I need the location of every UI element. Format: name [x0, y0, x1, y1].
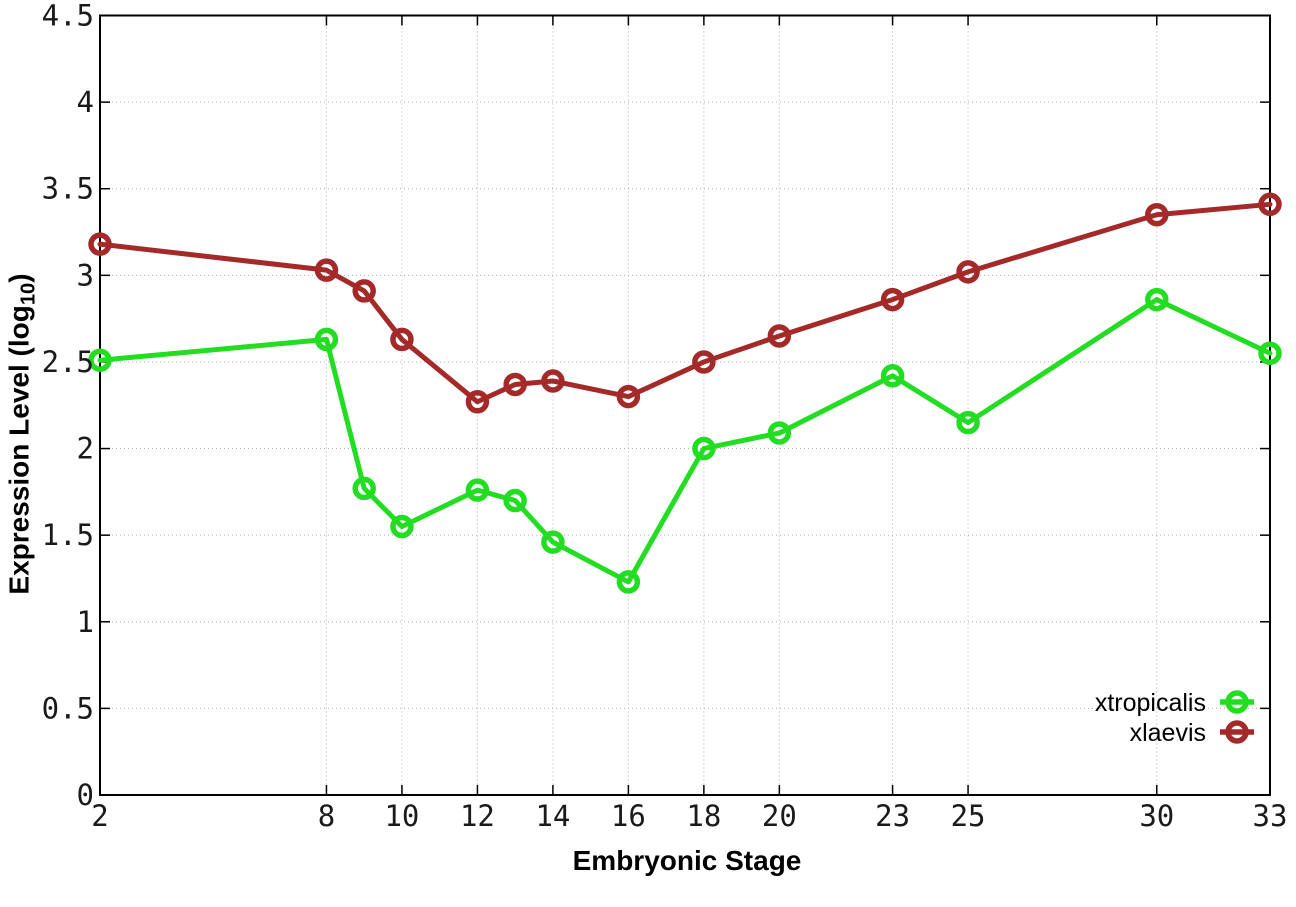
data-point-xtropicalis [314, 327, 339, 352]
data-point-xlaevis [767, 324, 792, 348]
x-tick-label: 12 [460, 799, 495, 833]
x-tick-label: 14 [535, 799, 570, 833]
data-point-xlaevis [692, 350, 716, 374]
data-point-xtropicalis [767, 421, 792, 445]
data-point-xtropicalis [692, 436, 716, 461]
data-point-xtropicalis [1145, 287, 1169, 312]
data-point-xlaevis [1145, 202, 1169, 227]
series-line-xtropicalis [97, 297, 1273, 585]
data-point-xtropicalis [503, 488, 527, 513]
legend-marker-circle-xlaevis [1225, 720, 1249, 744]
y-tick-label: 2 [77, 432, 94, 466]
y-axis-title: Expression Level (log10) [4, 273, 41, 594]
data-point-xtropicalis [352, 476, 376, 501]
y-tick-label: 1.5 [42, 518, 94, 552]
data-point-xlaevis [352, 279, 376, 303]
data-point-xlaevis [1258, 192, 1282, 217]
legend-label-xtropicalis: xtropicalis [1095, 689, 1206, 717]
data-point-xtropicalis [541, 530, 565, 554]
x-tick-label: 16 [611, 799, 646, 833]
x-tick-label: 30 [1139, 799, 1174, 833]
y-tick-label: 3 [77, 258, 94, 292]
y-axis-title-text: Expression Level (log [3, 305, 35, 595]
data-point-xtropicalis [1258, 341, 1282, 366]
x-axis-title: Embryonic Stage [572, 845, 802, 876]
data-point-xlaevis [541, 369, 565, 393]
data-point-xlaevis [88, 232, 112, 256]
y-tick-label: 4.5 [42, 0, 94, 33]
x-tick-label: 2 [91, 799, 108, 833]
data-point-xlaevis [465, 390, 490, 414]
data-point-xtropicalis [880, 364, 905, 388]
x-tick-label: 8 [318, 799, 335, 833]
y-tick-label: 1 [77, 605, 94, 639]
legend-label-xlaevis: xlaevis [1130, 719, 1206, 747]
y-tick-label: 0.5 [42, 691, 94, 725]
data-point-xlaevis [956, 260, 980, 284]
data-point-xtropicalis [956, 410, 980, 435]
plot-border [99, 14, 1271, 796]
data-point-xlaevis [880, 287, 905, 312]
y-tick-label: 0 [77, 778, 94, 812]
y-tick-label: 2.5 [42, 345, 94, 379]
y-axis-title-subscript: 10 [17, 282, 40, 306]
y-axis-title-suffix: ) [3, 273, 35, 283]
x-tick-label: 18 [686, 799, 721, 833]
data-point-xtropicalis [390, 514, 414, 539]
data-point-xlaevis [390, 327, 414, 352]
data-point-xtropicalis [88, 348, 112, 372]
data-point-xlaevis [616, 384, 641, 409]
x-tick-label: 33 [1253, 799, 1288, 833]
data-point-xlaevis [314, 258, 339, 282]
x-tick-label: 20 [762, 799, 797, 833]
y-tick-label: 4 [77, 85, 94, 119]
series-line-xlaevis [97, 201, 1273, 405]
x-tick-label: 10 [384, 799, 419, 833]
x-tick-label: 25 [951, 799, 986, 833]
data-point-xtropicalis [465, 478, 490, 502]
legend-marker-circle-xtropicalis [1225, 690, 1249, 714]
y-tick-label: 3.5 [42, 172, 94, 206]
x-tick-label: 23 [875, 799, 910, 833]
data-point-xtropicalis [616, 570, 641, 594]
data-point-xlaevis [503, 372, 527, 397]
